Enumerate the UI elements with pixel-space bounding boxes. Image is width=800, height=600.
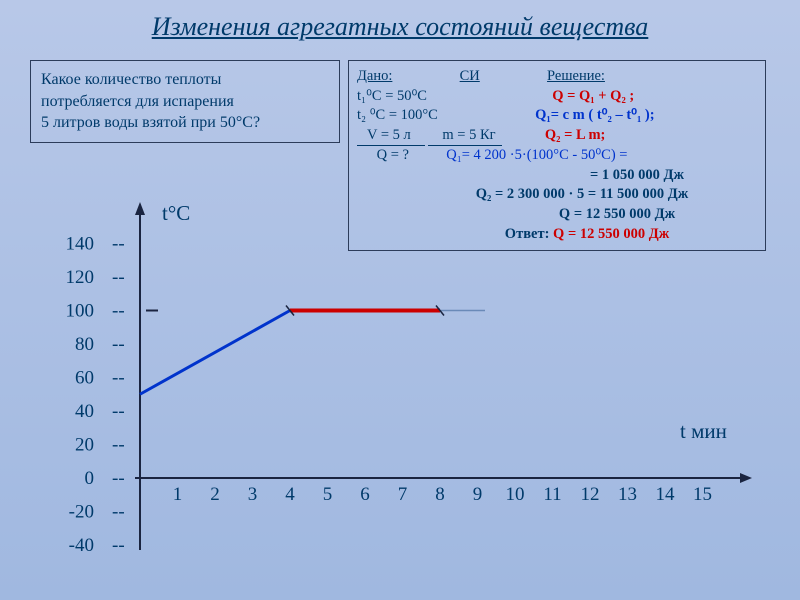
svg-text:13: 13: [618, 484, 637, 505]
svg-text:80: 80: [75, 334, 94, 355]
svg-text:14: 14: [656, 484, 676, 505]
svg-text:100: 100: [66, 301, 95, 322]
calc-Q1b: = 1 050 000 Дж: [590, 167, 684, 183]
svg-text:40: 40: [75, 401, 94, 422]
phase-change-chart: 140--120--100--80--60--40--20--0---20---…: [40, 200, 760, 570]
svg-text:--: --: [112, 435, 125, 456]
problem-line: потребляется для испарения: [41, 91, 329, 113]
svg-text:--: --: [112, 267, 125, 288]
svg-text:--: --: [112, 502, 125, 523]
svg-text:15: 15: [693, 484, 712, 505]
svg-text:5: 5: [323, 484, 333, 505]
svg-text:--: --: [112, 301, 125, 322]
problem-line: Какое количество теплоты: [41, 69, 329, 91]
given-m: m = 5 Кг: [428, 126, 501, 147]
eq-Q1: Q₁= c m ( t⁰₂ – t⁰₁ );: [535, 107, 655, 123]
given-t2: t₂ ⁰C = 100°C: [357, 107, 438, 123]
svg-text:2: 2: [210, 484, 220, 505]
svg-text:7: 7: [398, 484, 408, 505]
svg-text:--: --: [112, 234, 125, 255]
svg-text:-40: -40: [69, 535, 94, 556]
svg-text:--: --: [112, 401, 125, 422]
given-Qask: Q = ?: [377, 147, 409, 163]
calc-Q1a: Q₁= 4 200 ·5·(100°C - 50⁰C) =: [446, 147, 627, 163]
svg-text:t мин: t мин: [680, 419, 727, 443]
svg-text:12: 12: [581, 484, 600, 505]
svg-text:1: 1: [173, 484, 183, 505]
svg-text:10: 10: [506, 484, 525, 505]
eq-Q2: Q₂ = L m;: [545, 127, 606, 143]
svg-text:3: 3: [248, 484, 258, 505]
svg-text:6: 6: [360, 484, 370, 505]
svg-text:120: 120: [66, 267, 95, 288]
page-title: Изменения агрегатных состояний вещества: [0, 0, 800, 42]
given-V: V = 5 л: [357, 126, 425, 147]
problem-line: 5 литров воды взятой при 50°C?: [41, 112, 329, 134]
svg-text:--: --: [112, 368, 125, 389]
svg-text:--: --: [112, 334, 125, 355]
si-label: СИ: [460, 68, 480, 84]
svg-text:140: 140: [66, 234, 95, 255]
svg-text:20: 20: [75, 435, 94, 456]
solve-label: Решение:: [547, 68, 605, 84]
svg-text:-20: -20: [69, 502, 94, 523]
svg-text:--: --: [112, 468, 125, 489]
svg-text:0: 0: [85, 468, 95, 489]
svg-text:9: 9: [473, 484, 483, 505]
problem-statement: Какое количество теплоты потребляется дл…: [30, 60, 340, 143]
svg-text:11: 11: [543, 484, 561, 505]
svg-text:4: 4: [285, 484, 295, 505]
eq-Q: Q = Q₁ + Q₂ ;: [552, 88, 634, 104]
svg-text:--: --: [112, 535, 125, 556]
svg-text:t°C: t°C: [162, 201, 190, 225]
given-label: Дано:: [357, 68, 392, 84]
svg-text:8: 8: [435, 484, 445, 505]
given-t1: t₁⁰C = 50⁰C: [357, 88, 427, 104]
svg-text:60: 60: [75, 368, 94, 389]
